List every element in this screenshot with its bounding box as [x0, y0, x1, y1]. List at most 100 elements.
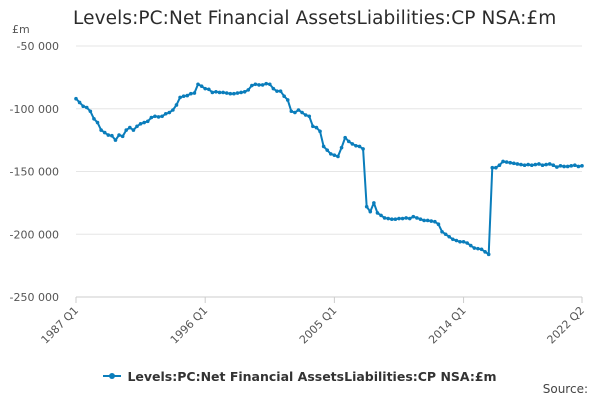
data-point[interactable] [106, 133, 111, 137]
data-point[interactable] [160, 114, 164, 119]
data-point[interactable] [540, 163, 545, 168]
data-point[interactable] [253, 82, 258, 87]
data-point[interactable] [454, 238, 459, 243]
data-point[interactable] [293, 110, 297, 115]
data-point[interactable] [451, 237, 455, 242]
data-point[interactable] [390, 217, 394, 221]
data-point[interactable] [278, 89, 283, 93]
data-point[interactable] [131, 128, 136, 132]
data-point[interactable] [350, 142, 355, 146]
data-point[interactable] [386, 216, 391, 221]
data-point[interactable] [400, 216, 405, 221]
data-point[interactable] [407, 216, 412, 221]
data-point[interactable] [120, 134, 125, 139]
data-point[interactable] [354, 143, 358, 148]
data-point[interactable] [163, 111, 168, 116]
data-point[interactable] [88, 109, 93, 114]
data-point[interactable] [458, 239, 462, 244]
data-point[interactable] [99, 128, 103, 132]
data-point[interactable] [318, 129, 322, 134]
data-point[interactable] [174, 103, 179, 107]
data-point[interactable] [433, 219, 437, 224]
data-point[interactable] [185, 93, 190, 98]
data-point[interactable] [476, 246, 480, 251]
data-point[interactable] [153, 114, 157, 119]
data-point[interactable] [382, 216, 387, 220]
data-point[interactable] [267, 82, 272, 87]
data-point[interactable] [128, 125, 132, 130]
data-point[interactable] [565, 164, 570, 169]
data-point[interactable] [307, 114, 312, 119]
data-point[interactable] [436, 222, 441, 227]
data-point[interactable] [379, 213, 383, 218]
data-point[interactable] [397, 216, 401, 221]
data-point[interactable] [497, 163, 502, 168]
data-point[interactable] [537, 162, 541, 166]
data-point[interactable] [192, 91, 197, 95]
data-point[interactable] [519, 162, 523, 167]
data-point[interactable] [221, 90, 225, 95]
data-point[interactable] [142, 120, 146, 125]
data-point[interactable] [429, 219, 434, 223]
data-point[interactable] [189, 91, 193, 96]
data-point[interactable] [84, 105, 89, 110]
data-point[interactable] [296, 108, 301, 112]
data-point[interactable] [468, 243, 473, 248]
data-point[interactable] [346, 139, 351, 144]
data-point[interactable] [332, 153, 337, 157]
data-point[interactable] [361, 147, 365, 151]
data-point[interactable] [257, 83, 261, 87]
data-point[interactable] [461, 239, 466, 244]
legend-item[interactable]: Levels:PC:Net Financial AssetsLiabilitie… [103, 369, 497, 384]
data-point[interactable] [271, 86, 276, 91]
data-point[interactable] [282, 94, 286, 98]
data-point[interactable] [246, 88, 251, 92]
data-point[interactable] [178, 95, 182, 100]
data-point[interactable] [504, 160, 509, 164]
data-point[interactable] [364, 204, 369, 209]
data-point[interactable] [242, 90, 247, 94]
data-point[interactable] [372, 201, 376, 205]
data-point[interactable] [117, 133, 121, 137]
data-point[interactable] [224, 91, 229, 95]
data-point[interactable] [239, 90, 243, 95]
data-point[interactable] [145, 119, 150, 124]
data-point[interactable] [508, 160, 513, 165]
data-point[interactable] [74, 96, 78, 101]
data-point[interactable] [418, 217, 423, 221]
data-point[interactable] [562, 164, 566, 169]
data-point[interactable] [515, 162, 520, 166]
data-point[interactable] [167, 110, 172, 115]
data-point[interactable] [321, 144, 326, 149]
data-point[interactable] [210, 90, 215, 95]
data-point[interactable] [529, 163, 534, 168]
data-point[interactable] [375, 211, 380, 215]
data-point[interactable] [235, 91, 240, 95]
data-point[interactable] [576, 164, 581, 169]
data-point[interactable] [92, 116, 96, 121]
data-point[interactable] [275, 89, 279, 93]
data-point[interactable] [124, 128, 129, 132]
data-point[interactable] [547, 162, 552, 166]
data-point[interactable] [156, 115, 161, 119]
data-point[interactable] [81, 104, 85, 109]
data-point[interactable] [393, 217, 398, 221]
data-point[interactable] [149, 115, 154, 120]
data-point[interactable] [483, 250, 487, 254]
data-point[interactable] [325, 148, 330, 152]
data-point[interactable] [336, 154, 340, 159]
data-point[interactable] [522, 163, 527, 168]
data-point[interactable] [368, 209, 373, 214]
data-point[interactable] [285, 98, 290, 102]
data-point[interactable] [486, 252, 491, 257]
data-point[interactable] [214, 90, 218, 94]
data-point[interactable] [569, 164, 574, 168]
data-point[interactable] [260, 83, 265, 87]
data-point[interactable] [314, 125, 319, 130]
data-point[interactable] [533, 162, 538, 167]
data-point[interactable] [425, 218, 430, 223]
data-point[interactable] [440, 229, 444, 234]
data-point[interactable] [472, 246, 477, 250]
data-point[interactable] [558, 164, 563, 168]
data-point[interactable] [328, 152, 333, 156]
